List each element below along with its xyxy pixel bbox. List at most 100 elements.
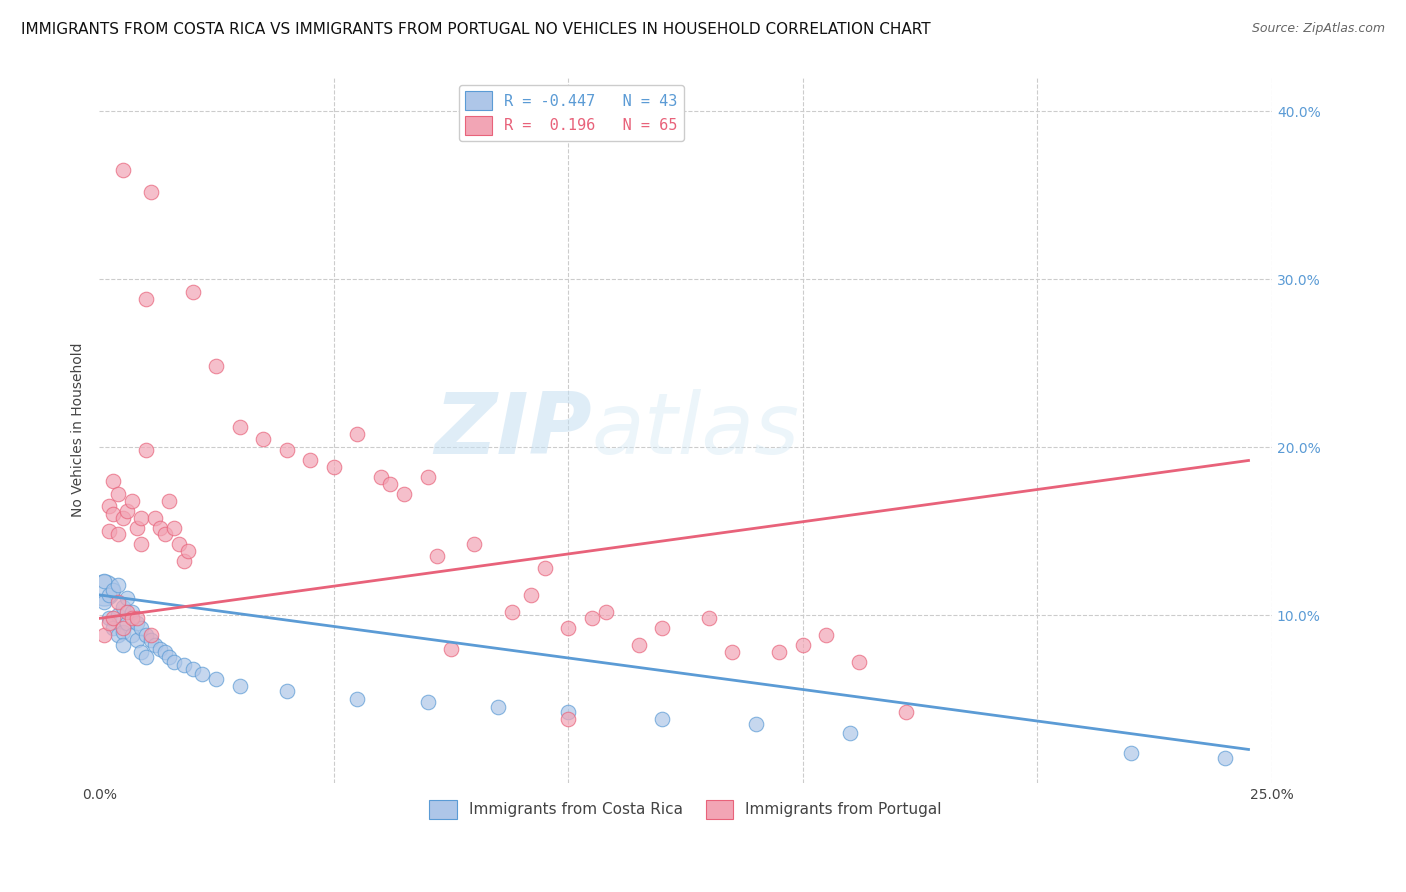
Point — [117, 616, 139, 631]
Point — [149, 521, 172, 535]
Point — [117, 591, 139, 606]
Y-axis label: No Vehicles in Household: No Vehicles in Household — [72, 343, 86, 517]
Point — [131, 645, 153, 659]
Point — [177, 544, 200, 558]
Point — [111, 624, 134, 639]
Point — [519, 588, 541, 602]
Point — [1213, 751, 1236, 765]
Legend: Immigrants from Costa Rica, Immigrants from Portugal: Immigrants from Costa Rica, Immigrants f… — [423, 794, 948, 825]
Point — [205, 672, 228, 686]
Point — [135, 650, 157, 665]
Point — [276, 683, 298, 698]
Point — [111, 638, 134, 652]
Point — [117, 504, 139, 518]
Point — [125, 611, 148, 625]
Point — [93, 628, 115, 642]
Point — [117, 605, 139, 619]
Point — [721, 645, 744, 659]
Point — [163, 655, 186, 669]
Point — [838, 725, 860, 739]
Point — [107, 578, 129, 592]
Point — [595, 605, 617, 619]
Point — [103, 508, 125, 522]
Point — [103, 622, 125, 636]
Point — [97, 499, 120, 513]
Point — [651, 712, 673, 726]
Point — [93, 582, 115, 597]
Point — [93, 574, 115, 589]
Point — [139, 185, 162, 199]
Point — [135, 443, 157, 458]
Point — [416, 695, 439, 709]
Point — [486, 700, 509, 714]
Point — [167, 537, 190, 551]
Point — [322, 460, 344, 475]
Point — [463, 537, 485, 551]
Point — [440, 641, 463, 656]
Point — [346, 426, 368, 441]
Point — [97, 616, 120, 631]
Point — [181, 662, 204, 676]
Point — [93, 594, 115, 608]
Point — [392, 487, 415, 501]
Point — [145, 510, 167, 524]
Point — [697, 611, 720, 625]
Point — [97, 588, 120, 602]
Point — [557, 712, 579, 726]
Point — [135, 292, 157, 306]
Point — [131, 537, 153, 551]
Point — [173, 554, 195, 568]
Point — [276, 443, 298, 458]
Point — [1121, 746, 1143, 760]
Point — [131, 510, 153, 524]
Text: Source: ZipAtlas.com: Source: ZipAtlas.com — [1251, 22, 1385, 36]
Point — [107, 527, 129, 541]
Point — [121, 605, 143, 619]
Point — [163, 521, 186, 535]
Point — [121, 493, 143, 508]
Point — [627, 638, 650, 652]
Point — [103, 474, 125, 488]
Point — [103, 611, 125, 625]
Point — [97, 611, 120, 625]
Point — [107, 487, 129, 501]
Text: atlas: atlas — [592, 389, 800, 472]
Point — [97, 524, 120, 538]
Point — [107, 628, 129, 642]
Point — [107, 608, 129, 623]
Point — [149, 641, 172, 656]
Point — [103, 582, 125, 597]
Point — [378, 477, 401, 491]
Point — [121, 628, 143, 642]
Point — [346, 692, 368, 706]
Point — [111, 510, 134, 524]
Point — [111, 622, 134, 636]
Point — [159, 493, 181, 508]
Point — [111, 599, 134, 614]
Point — [745, 717, 768, 731]
Point — [107, 594, 129, 608]
Point — [370, 470, 392, 484]
Point — [768, 645, 790, 659]
Point — [229, 679, 252, 693]
Point — [139, 628, 162, 642]
Point — [125, 633, 148, 648]
Point — [159, 650, 181, 665]
Point — [501, 605, 523, 619]
Point — [581, 611, 603, 625]
Point — [121, 611, 143, 625]
Point — [173, 658, 195, 673]
Point — [111, 162, 134, 177]
Point — [205, 359, 228, 374]
Point — [252, 432, 274, 446]
Point — [125, 616, 148, 631]
Point — [145, 638, 167, 652]
Point — [815, 628, 838, 642]
Point — [125, 521, 148, 535]
Text: ZIP: ZIP — [434, 389, 592, 472]
Point — [139, 633, 162, 648]
Point — [426, 549, 449, 564]
Point — [131, 622, 153, 636]
Point — [416, 470, 439, 484]
Point — [153, 645, 176, 659]
